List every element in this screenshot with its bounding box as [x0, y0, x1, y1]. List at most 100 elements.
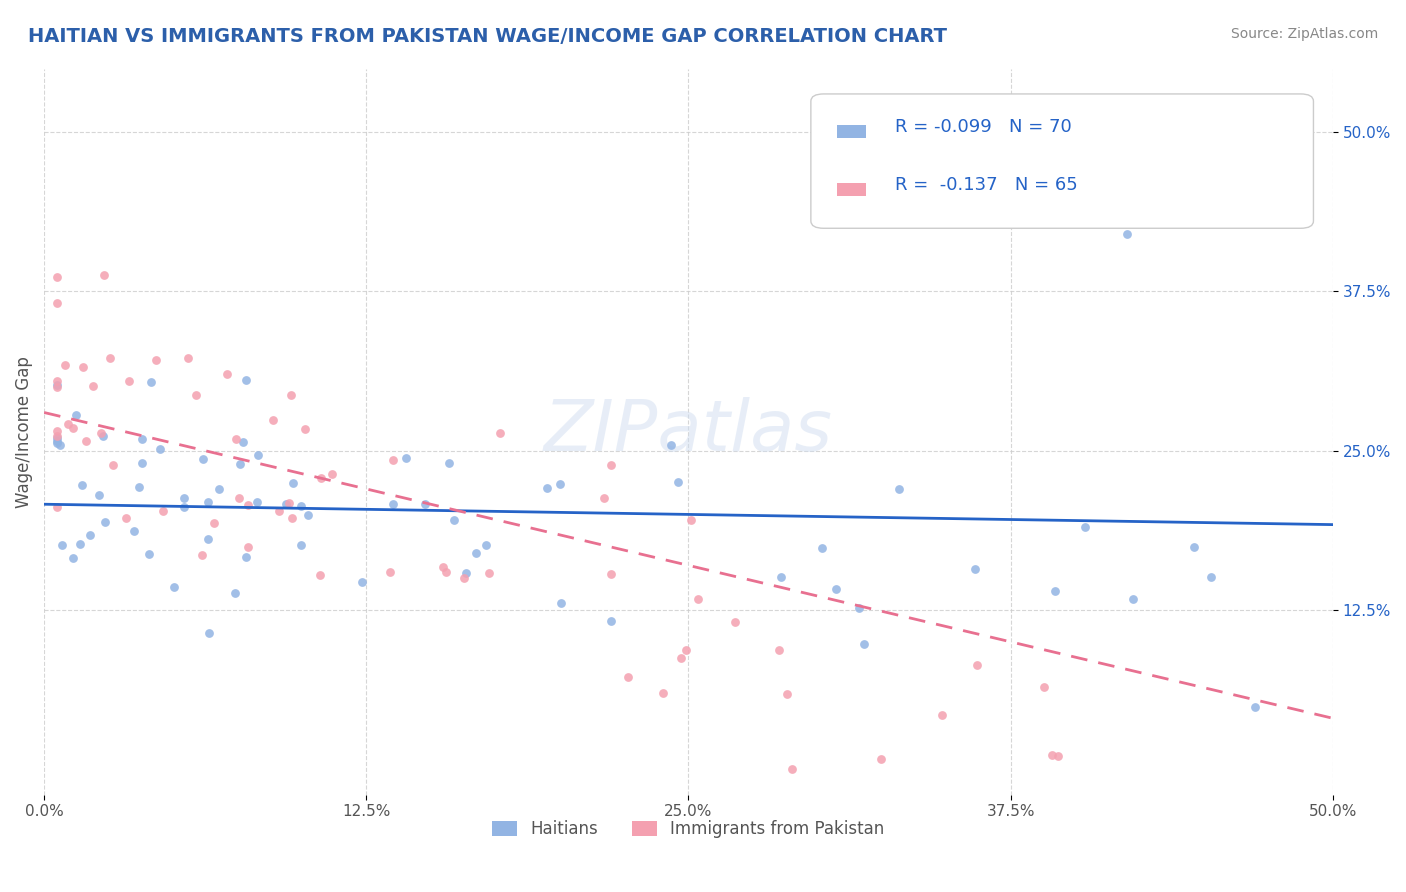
Point — [198, 626, 221, 640]
Point — [246, 449, 269, 463]
Point — [72, 478, 94, 492]
Point — [1046, 748, 1069, 763]
Point — [432, 560, 454, 574]
Point — [1122, 592, 1144, 607]
Point — [378, 565, 401, 579]
Point — [228, 457, 250, 471]
FancyBboxPatch shape — [811, 94, 1313, 228]
Point — [149, 442, 172, 456]
Point — [352, 575, 374, 590]
Point — [235, 549, 257, 564]
Point — [283, 475, 305, 490]
Point — [197, 494, 219, 508]
Point — [465, 546, 488, 560]
Point — [46, 270, 69, 285]
Point — [666, 475, 689, 490]
Point — [98, 351, 121, 365]
Point — [163, 581, 186, 595]
Point — [824, 582, 846, 596]
Point — [550, 476, 572, 491]
Point — [94, 516, 117, 530]
Point — [278, 496, 301, 510]
Point — [965, 561, 987, 575]
Point — [869, 751, 891, 765]
Point — [46, 380, 69, 394]
Point — [62, 421, 84, 435]
Point — [309, 568, 332, 582]
Point — [224, 586, 246, 600]
Point — [290, 538, 312, 552]
Point — [1074, 520, 1097, 534]
Point — [145, 353, 167, 368]
Point — [56, 417, 79, 431]
Point — [599, 614, 621, 628]
Point — [297, 508, 319, 522]
Point — [46, 436, 69, 450]
Point — [53, 358, 76, 372]
Point — [309, 471, 332, 485]
Point — [281, 511, 304, 525]
Point — [811, 541, 834, 555]
Point — [46, 374, 69, 388]
Point — [434, 565, 457, 579]
Point — [190, 548, 212, 562]
Point — [966, 657, 988, 672]
Point — [72, 359, 94, 374]
Point — [724, 615, 747, 629]
Point — [48, 438, 70, 452]
Point — [1033, 680, 1056, 694]
Point — [90, 425, 112, 440]
Point — [228, 491, 250, 506]
Point — [269, 504, 291, 518]
Point — [46, 296, 69, 310]
Point — [46, 500, 69, 514]
Point — [46, 429, 69, 443]
Point — [138, 547, 160, 561]
Point — [46, 424, 69, 438]
Point — [599, 567, 621, 582]
Point — [780, 762, 803, 776]
Text: HAITIAN VS IMMIGRANTS FROM PAKISTAN WAGE/INCOME GAP CORRELATION CHART: HAITIAN VS IMMIGRANTS FROM PAKISTAN WAGE… — [28, 27, 948, 45]
Point — [669, 651, 692, 665]
Point — [91, 429, 114, 443]
Point — [280, 388, 302, 402]
Point — [93, 268, 115, 282]
Point — [675, 642, 697, 657]
Point — [246, 495, 269, 509]
Point — [768, 643, 790, 657]
Point — [202, 516, 225, 530]
Point — [75, 434, 97, 449]
Point — [686, 592, 709, 607]
Point — [443, 513, 465, 527]
Legend: Haitians, Immigrants from Pakistan: Haitians, Immigrants from Pakistan — [486, 814, 891, 845]
Point — [51, 538, 73, 552]
Point — [852, 637, 875, 651]
Point — [117, 375, 139, 389]
Point — [456, 566, 478, 581]
FancyBboxPatch shape — [837, 125, 866, 137]
Point — [1244, 700, 1267, 714]
Point — [232, 435, 254, 450]
Point — [235, 373, 257, 387]
Point — [1199, 570, 1222, 584]
Point — [274, 497, 297, 511]
Point — [122, 524, 145, 539]
Point — [1115, 227, 1137, 241]
Point — [262, 413, 284, 427]
Point — [550, 597, 572, 611]
Point — [776, 687, 799, 701]
Point — [186, 387, 208, 401]
Point — [152, 504, 174, 518]
Point — [46, 434, 69, 449]
Point — [321, 467, 343, 482]
FancyBboxPatch shape — [837, 184, 866, 195]
Y-axis label: Wage/Income Gap: Wage/Income Gap — [15, 356, 32, 508]
Point — [475, 538, 498, 552]
Point — [217, 368, 239, 382]
Point — [1182, 541, 1205, 555]
Point — [191, 452, 214, 467]
Point — [770, 570, 793, 584]
Point — [141, 375, 163, 389]
Point — [176, 351, 198, 365]
Point — [46, 431, 69, 445]
